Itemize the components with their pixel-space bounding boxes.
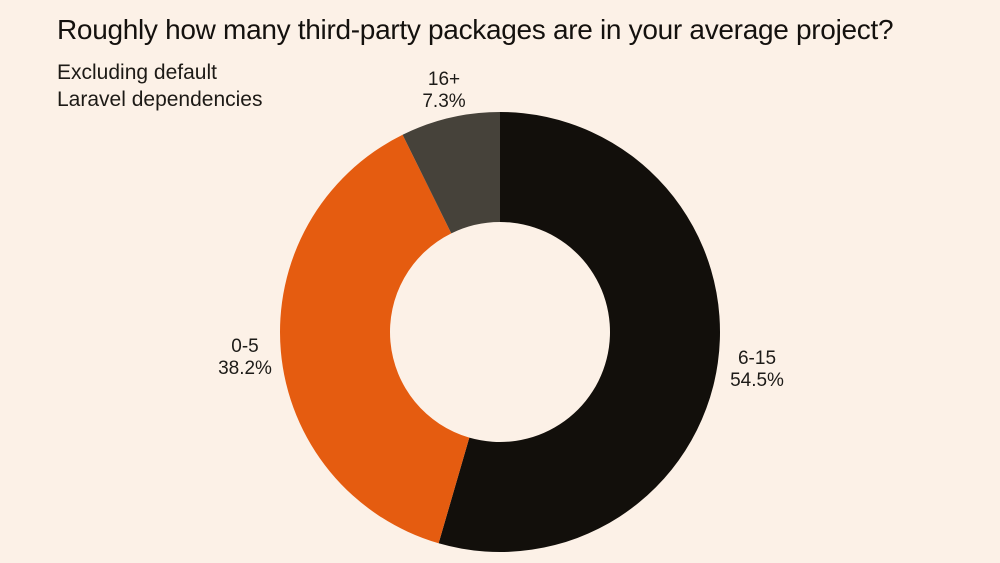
slice-label-6-15: 6-15 54.5% — [730, 348, 784, 392]
slice-label-0-5-category: 0-5 — [231, 336, 259, 357]
donut-segment-16+ — [402, 112, 500, 234]
chart-subtitle-line2: Laravel dependencies — [57, 88, 263, 111]
slice-label-0-5: 0-5 38.2% — [218, 336, 272, 380]
slice-label-0-5-percent: 38.2% — [218, 358, 272, 379]
slice-label-16plus: 16+ 7.3% — [422, 69, 465, 113]
slice-label-16plus-percent: 7.3% — [422, 91, 466, 112]
slice-label-6-15-percent: 54.5% — [730, 370, 784, 391]
chart-title: Roughly how many third-party packages ar… — [57, 14, 894, 45]
chart-subtitle: Excluding default Laravel dependencies — [57, 59, 263, 113]
donut-segment-0-5 — [280, 134, 470, 544]
slice-label-16plus-category: 16+ — [427, 69, 461, 90]
slice-label-6-15-category: 6-15 — [737, 348, 777, 369]
donut-segment-6-15 — [438, 112, 721, 552]
chart-subtitle-line1: Excluding default — [57, 61, 217, 84]
